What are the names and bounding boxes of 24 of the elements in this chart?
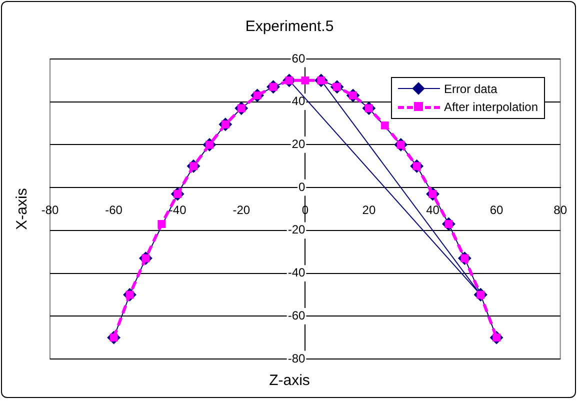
y-tick-label: -80 bbox=[288, 351, 306, 366]
x-tick-label: 20 bbox=[362, 203, 376, 218]
x-tick-label: -60 bbox=[105, 203, 123, 218]
x-tick-label: -80 bbox=[41, 203, 59, 218]
point bbox=[301, 76, 310, 84]
x-tick-label: -40 bbox=[168, 203, 187, 218]
y-tick-label: -60 bbox=[288, 308, 306, 322]
y-tick-label: 20 bbox=[292, 137, 306, 152]
point bbox=[158, 220, 166, 228]
y-axis-title: X-axis bbox=[14, 188, 30, 230]
x-tick-label: 60 bbox=[490, 203, 504, 218]
x-tick-label: 40 bbox=[426, 203, 440, 218]
y-tick-label: 60 bbox=[292, 51, 306, 66]
legend-label: After interpolation bbox=[444, 100, 538, 114]
y-tick-label: -20 bbox=[288, 222, 306, 237]
x-axis-title: Z-axis bbox=[268, 372, 311, 389]
y-tick-label: 40 bbox=[292, 94, 306, 108]
y-tick-label: 0 bbox=[298, 180, 306, 194]
x-tick-label: 80 bbox=[554, 203, 568, 218]
point bbox=[380, 121, 389, 130]
x-tick-label: -20 bbox=[232, 203, 250, 218]
y-tick-label: -40 bbox=[288, 266, 306, 280]
legend-label: Error data bbox=[444, 82, 498, 96]
chart-title: Experiment.5 bbox=[244, 18, 335, 35]
